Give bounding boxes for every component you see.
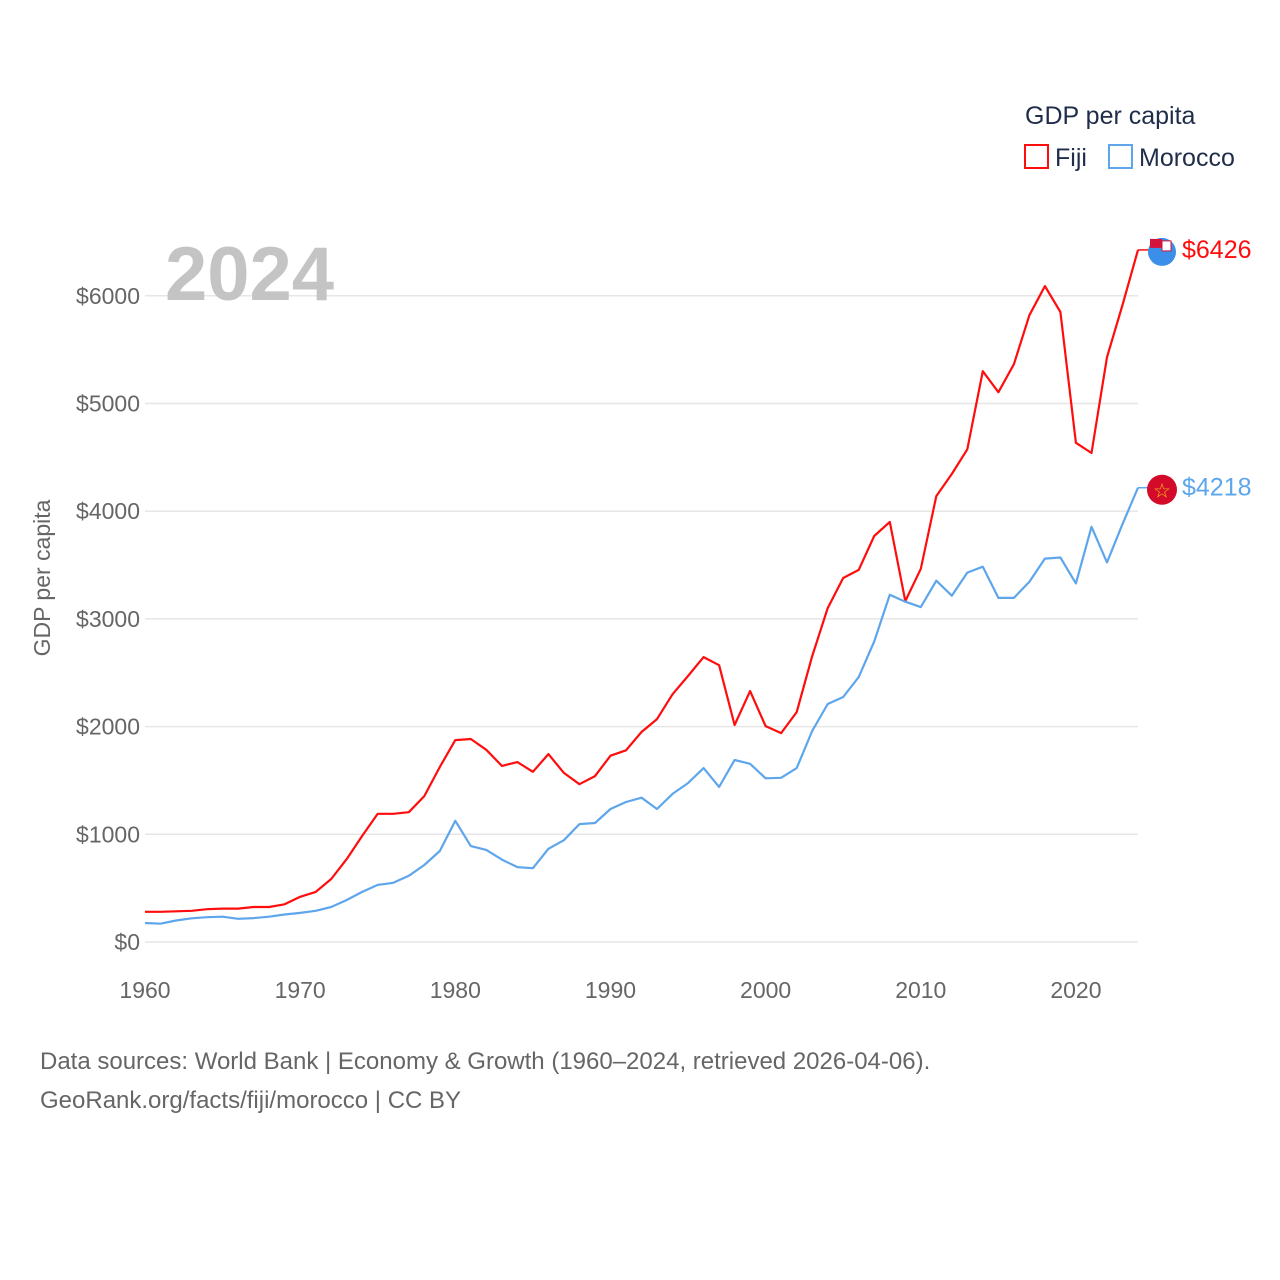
fiji-flag-icon (1148, 237, 1176, 266)
y-axis-label: GDP per capita (29, 499, 55, 656)
legend-item-fiji[interactable]: Fiji (1024, 144, 1087, 172)
grid: $0 $1000 $2000 $3000 $4000 $5000 $6000 1960 1970… (76, 283, 1138, 1003)
legend-label: Morocco (1139, 144, 1235, 172)
end-value-label: $4218 (1182, 474, 1252, 502)
legend-title: GDP per capita (1025, 102, 1196, 130)
morocco-flag-icon: ☆ (1147, 474, 1177, 505)
attribution-link[interactable]: GeoRank.org/facts/fiji/morocco | CC BY (40, 1087, 462, 1114)
series-group (144, 249, 1140, 925)
series-line-morocco (144, 487, 1140, 925)
x-tick-label: 1980 (430, 977, 481, 1003)
line-chart: $0 $1000 $2000 $3000 $4000 $5000 $6000 1960 1970… (29, 102, 1252, 1003)
x-tick-label: 2000 (740, 977, 791, 1003)
end-labels: $6426 ☆ $4218 (1138, 236, 1252, 505)
y-tick-label: $3000 (76, 606, 140, 632)
x-tick-label: 2010 (895, 977, 946, 1003)
legend-item-morocco[interactable]: Morocco (1108, 144, 1235, 172)
legend-label: Fiji (1055, 144, 1087, 172)
y-tick-label: $4000 (76, 498, 140, 524)
x-tick-label: 1960 (119, 977, 170, 1003)
x-tick-label: 1990 (585, 977, 636, 1003)
x-tick-label: 1970 (275, 977, 326, 1003)
data-sources: Data sources: World Bank | Economy & Gro… (40, 1048, 931, 1075)
y-tick-label: $5000 (76, 391, 140, 417)
end-value-label: $6426 (1182, 236, 1252, 264)
svg-text:☆: ☆ (1153, 481, 1171, 503)
year-watermark: 2024 (165, 232, 334, 317)
series-line-fiji (145, 249, 1140, 913)
y-tick-label: $6000 (76, 283, 140, 309)
legend-swatch (1108, 144, 1133, 169)
x-tick-label: 2020 (1050, 977, 1101, 1003)
y-tick-label: $1000 (76, 821, 140, 847)
y-tick-label: $2000 (76, 714, 140, 740)
legend-swatch (1024, 144, 1049, 169)
legend: Fiji Morocco (1024, 144, 1235, 172)
y-tick-label: $0 (114, 929, 140, 955)
footer: Data sources: World Bank | Economy & Gro… (40, 1042, 930, 1120)
